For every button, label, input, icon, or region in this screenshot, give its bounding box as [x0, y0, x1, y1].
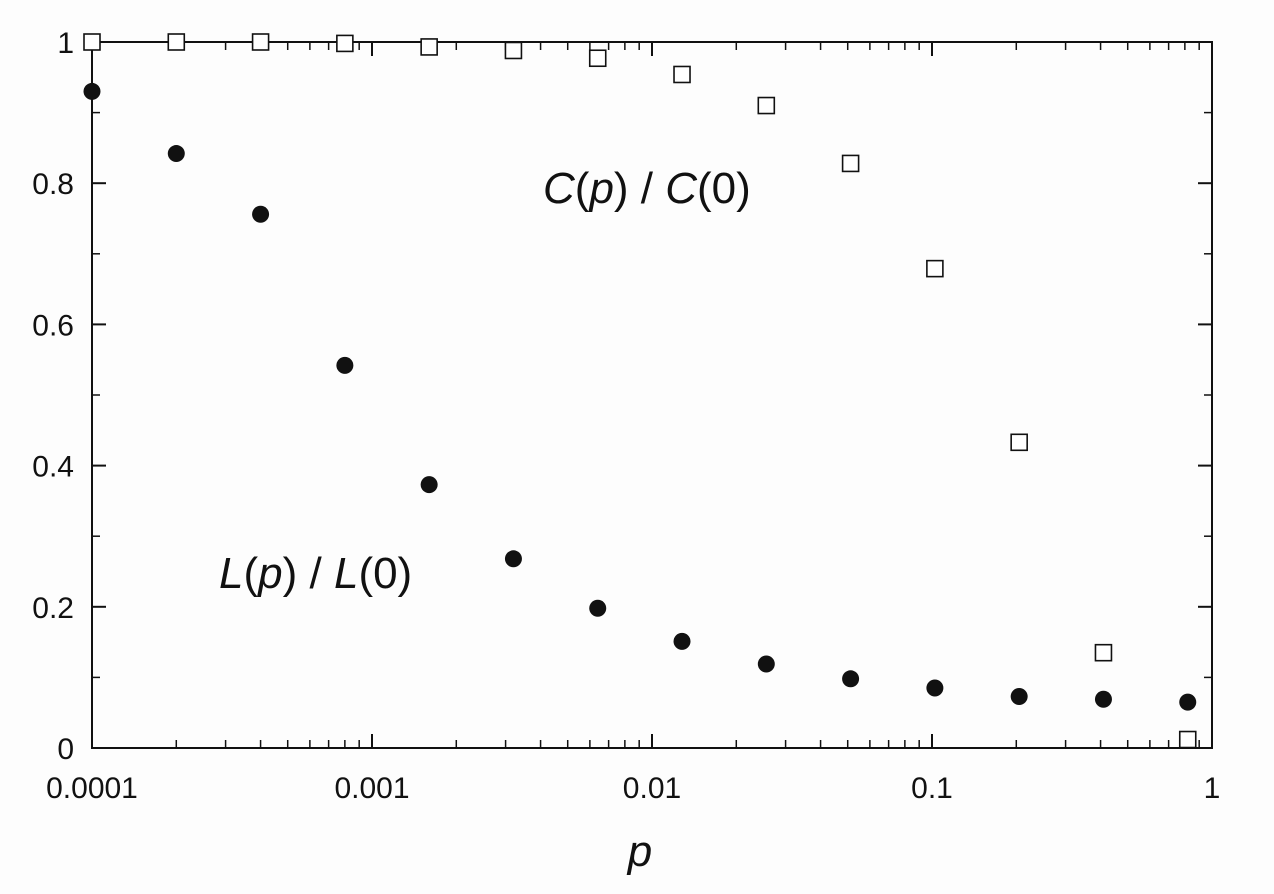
annotation-c: C(p) / C(0) [543, 164, 751, 213]
y-tick-label: 0.4 [32, 451, 74, 484]
data-point-circle [504, 550, 522, 568]
tick-labels: 0.0001 0.001 0.01 0.1 1 0 0.2 0.4 0.6 0.8 1 [32, 27, 1220, 805]
data-point-circle [167, 145, 185, 163]
data-point-square [926, 259, 944, 278]
data-point-square [1094, 643, 1113, 662]
data-point-square [588, 49, 607, 68]
x-tick-label: 0.1 [911, 772, 953, 805]
data-point-circle [589, 599, 607, 617]
data-points [83, 33, 1197, 749]
y-tick-label: 0.8 [32, 168, 74, 201]
data-point-circle [252, 205, 270, 223]
data-point-square [757, 96, 776, 115]
data-point-circle [673, 632, 691, 650]
data-point-circle [757, 655, 775, 673]
x-axis-title: p [626, 827, 652, 876]
data-point-square [167, 33, 186, 51]
series-1 [83, 82, 1197, 711]
data-point-circle [1010, 687, 1028, 705]
data-point-square [1010, 433, 1028, 452]
data-point-square [1178, 730, 1197, 749]
plot-frame [91, 41, 1213, 749]
x-tick-label: 1 [1204, 772, 1221, 805]
data-point-circle [420, 476, 438, 494]
series-0 [83, 33, 1197, 749]
data-point-square [336, 34, 354, 53]
x-tick-label: 0.01 [623, 772, 681, 805]
data-point-square [251, 33, 270, 51]
data-point-circle [1094, 690, 1112, 708]
data-point-square [841, 154, 860, 173]
y-tick-label: 0.2 [32, 592, 74, 625]
data-point-square [83, 33, 101, 51]
data-point-square [673, 65, 691, 84]
y-tick-label: 0 [57, 733, 74, 766]
tick-marks [91, 41, 1213, 749]
x-tick-label: 0.001 [334, 772, 409, 805]
data-point-circle [1179, 693, 1197, 711]
annotation-l: L(p) / L(0) [219, 549, 412, 598]
y-tick-label: 0.6 [32, 309, 74, 342]
data-point-circle [926, 679, 944, 697]
data-point-circle [83, 82, 101, 100]
data-point-square [504, 41, 523, 60]
data-point-circle [842, 670, 860, 688]
x-tick-label: 0.0001 [46, 772, 138, 805]
y-tick-label: 1 [57, 27, 74, 60]
data-point-circle [336, 356, 354, 374]
data-point-square [420, 38, 438, 56]
